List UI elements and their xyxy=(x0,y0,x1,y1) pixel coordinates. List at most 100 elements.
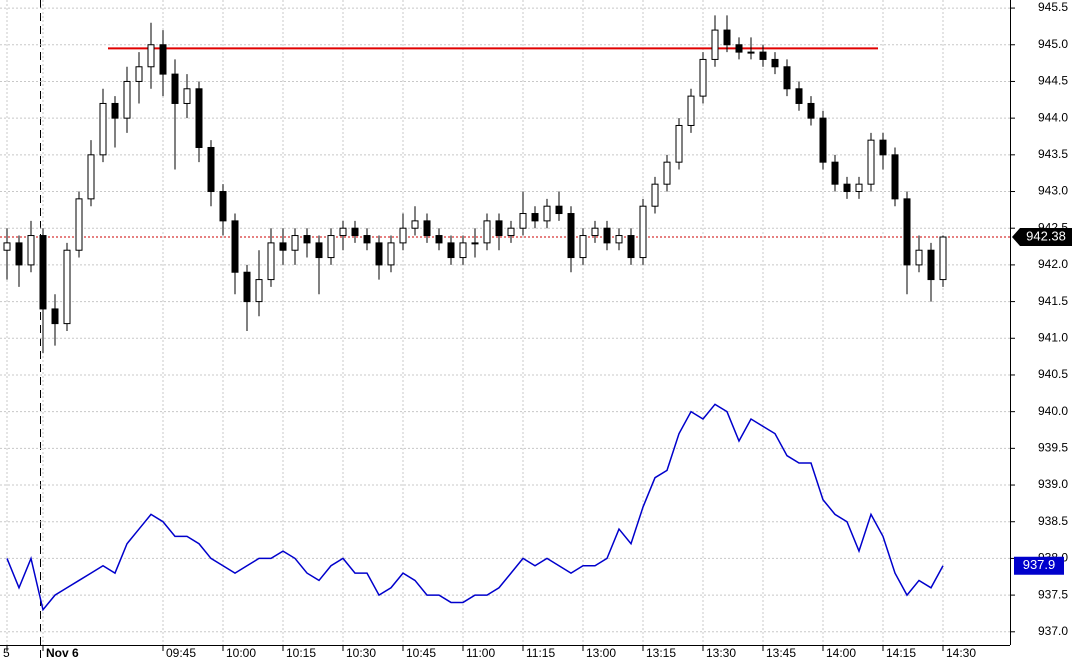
candle-body xyxy=(711,29,719,60)
candle-body xyxy=(771,58,779,68)
x-tick-label: 10:00 xyxy=(226,646,256,659)
candle-body xyxy=(435,235,443,244)
indicator-value-label: 937.9 xyxy=(1023,557,1056,572)
candle-body xyxy=(15,242,23,266)
candle-body xyxy=(939,236,947,281)
candle-body xyxy=(147,44,155,68)
candle-body xyxy=(327,235,335,259)
y-tick-label: 943.5 xyxy=(1038,147,1068,161)
candle-body xyxy=(279,242,287,251)
x-tick-label: 5 xyxy=(3,646,10,659)
x-tick-label: 14:15 xyxy=(886,646,916,659)
candle-body xyxy=(483,220,491,244)
y-tick-label: 944.5 xyxy=(1038,74,1068,88)
candle-body xyxy=(315,242,323,259)
candle-body xyxy=(123,80,131,119)
x-tick-label: 14:00 xyxy=(826,646,856,659)
candle-body xyxy=(75,198,83,251)
y-tick-label: 937.0 xyxy=(1038,624,1068,638)
candle-body xyxy=(351,227,359,237)
y-tick-label: 944.0 xyxy=(1038,110,1068,124)
candle-body xyxy=(555,205,563,215)
candle-body xyxy=(303,235,311,244)
y-tick-label: 941.5 xyxy=(1038,294,1068,308)
y-tick-label: 945.5 xyxy=(1038,0,1068,14)
candle-body xyxy=(651,183,659,207)
candle-body xyxy=(291,235,299,251)
candle-body xyxy=(603,227,611,244)
candle-body xyxy=(891,154,899,200)
candle-body xyxy=(795,88,803,104)
candle-body xyxy=(591,227,599,237)
x-tick-label: 13:45 xyxy=(766,646,796,659)
candle-body xyxy=(807,102,815,119)
indicator-line xyxy=(6,403,944,612)
candle-body xyxy=(687,95,695,126)
last-price-label: 942.38 xyxy=(1026,228,1066,243)
candle-body xyxy=(51,308,59,325)
y-tick-label: 941.0 xyxy=(1038,330,1068,344)
candle-body xyxy=(387,242,395,266)
indicator-value-box xyxy=(1014,556,1064,575)
candle-body xyxy=(783,66,791,90)
candle-body xyxy=(747,51,755,54)
x-tick-label: 14:30 xyxy=(946,646,976,659)
candle-body xyxy=(723,29,731,46)
candle-body xyxy=(843,183,851,193)
y-tick-label: 942.0 xyxy=(1038,257,1068,271)
candle-body xyxy=(243,271,251,303)
x-tick-label: 13:15 xyxy=(646,646,676,659)
candle-body xyxy=(663,161,671,185)
candle-body xyxy=(195,88,203,148)
y-tick-label: 939.5 xyxy=(1038,441,1068,455)
x-tick-label: Nov 6 xyxy=(46,646,79,659)
candle-body xyxy=(339,227,347,237)
candle-body xyxy=(39,235,47,310)
candle-body xyxy=(423,220,431,237)
last-price-box xyxy=(1012,228,1072,247)
y-tick-label: 938.5 xyxy=(1038,514,1068,528)
candle-body xyxy=(111,102,119,119)
x-tick-label: 13:30 xyxy=(706,646,736,659)
candle-body xyxy=(519,213,527,229)
x-tick-label: 13:00 xyxy=(586,646,616,659)
candle-body xyxy=(855,183,863,193)
candle-body xyxy=(411,220,419,229)
candle-body xyxy=(207,146,215,193)
candle-body xyxy=(171,73,179,104)
candle-body xyxy=(903,198,911,266)
y-tick-label: 939.0 xyxy=(1038,477,1068,491)
candle-body xyxy=(579,235,587,259)
candle-body xyxy=(639,205,647,259)
candle-body xyxy=(399,227,407,244)
candle-body xyxy=(375,242,383,266)
candle-body xyxy=(231,220,239,273)
candle-body xyxy=(363,235,371,244)
candle-body xyxy=(267,242,275,281)
x-tick-label: 10:15 xyxy=(286,646,316,659)
candle-body xyxy=(87,154,95,200)
candle-body xyxy=(831,161,839,185)
candle-body xyxy=(675,124,683,163)
y-tick-label: 937.5 xyxy=(1038,587,1068,601)
candle-body xyxy=(219,191,227,222)
x-tick-label: 11:15 xyxy=(526,646,555,659)
candle-body xyxy=(759,51,767,60)
candle-body xyxy=(927,249,935,281)
candle-body xyxy=(867,139,875,185)
candle-body xyxy=(135,66,143,82)
candle-body xyxy=(3,242,11,251)
candle-body xyxy=(255,279,263,303)
candle-body xyxy=(543,205,551,222)
candle-body xyxy=(159,44,167,75)
candle-body xyxy=(507,227,515,237)
candle-body xyxy=(879,139,887,156)
candle-body xyxy=(27,235,35,266)
candle-body xyxy=(531,213,539,222)
x-tick-label: 10:30 xyxy=(346,646,376,659)
y-tick-label: 940.0 xyxy=(1038,404,1068,418)
candle-body xyxy=(567,213,575,259)
candle-body xyxy=(627,235,635,259)
